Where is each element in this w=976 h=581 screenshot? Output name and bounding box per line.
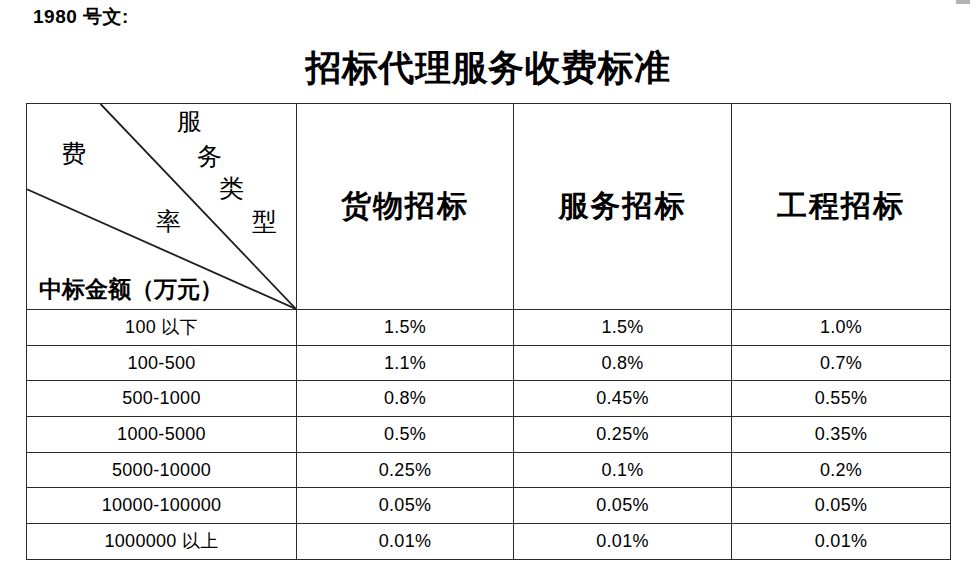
table-row: 500-1000 0.8% 0.45% 0.55% <box>27 381 951 417</box>
corner-rate-char: 费 <box>61 141 86 166</box>
table-row: 100 以下 1.5% 1.5% 1.0% <box>27 310 951 346</box>
rate-cell: 0.01% <box>297 524 514 560</box>
table-row: 1000000 以上 0.01% 0.01% 0.01% <box>27 524 951 560</box>
scrollbar-fragment <box>956 0 970 4</box>
corner-service-type-char: 类 <box>219 176 244 201</box>
rate-cell: 0.1% <box>514 452 732 488</box>
rate-cell: 1.0% <box>732 310 951 346</box>
table-row: 5000-10000 0.25% 0.1% 0.2% <box>27 452 951 488</box>
amount-range-cell: 1000-5000 <box>27 417 297 453</box>
diagonal-corner-cell: 服 务 类 型 费 率 中标金额（万元） <box>27 104 297 310</box>
table-row: 100-500 1.1% 0.8% 0.7% <box>27 345 951 381</box>
rate-cell: 0.5% <box>297 417 514 453</box>
amount-range-cell: 100-500 <box>27 345 297 381</box>
corner-amount-label: 中标金额（万元） <box>39 274 223 305</box>
corner-rate-char: 率 <box>156 209 181 234</box>
rate-cell: 1.5% <box>514 310 732 346</box>
rate-cell: 0.25% <box>514 417 732 453</box>
amount-range-cell: 10000-100000 <box>27 488 297 524</box>
rate-cell: 1.1% <box>297 345 514 381</box>
rate-cell: 0.2% <box>732 452 951 488</box>
corner-service-type-char: 务 <box>197 144 222 169</box>
rate-cell: 0.05% <box>297 488 514 524</box>
amount-range-cell: 5000-10000 <box>27 452 297 488</box>
rate-cell: 0.01% <box>732 524 951 560</box>
rate-cell: 0.7% <box>732 345 951 381</box>
rate-cell: 1.5% <box>297 310 514 346</box>
table-row: 1000-5000 0.5% 0.25% 0.35% <box>27 417 951 453</box>
amount-range-cell: 500-1000 <box>27 381 297 417</box>
column-header-engineering: 工程招标 <box>732 104 951 310</box>
column-header-goods: 货物招标 <box>297 104 514 310</box>
rate-cell: 0.55% <box>732 381 951 417</box>
page-title: 招标代理服务收费标准 <box>26 44 950 93</box>
column-header-services: 服务招标 <box>514 104 732 310</box>
rate-cell: 0.35% <box>732 417 951 453</box>
amount-range-cell: 100 以下 <box>27 310 297 346</box>
rate-cell: 0.8% <box>514 345 732 381</box>
document-page: 1980 号文: 招标代理服务收费标准 服 务 类 型 <box>0 0 976 581</box>
rate-cell: 0.01% <box>514 524 732 560</box>
rate-cell: 0.25% <box>297 452 514 488</box>
rate-cell: 0.05% <box>514 488 732 524</box>
doc-number-label: 1980 号文: <box>33 4 129 30</box>
rate-cell: 0.8% <box>297 381 514 417</box>
amount-range-cell: 1000000 以上 <box>27 524 297 560</box>
fee-standard-table: 服 务 类 型 费 率 中标金额（万元） 货物招标 服务招标 工程招标 100 … <box>26 103 951 560</box>
rate-cell: 0.45% <box>514 381 732 417</box>
table-row: 10000-100000 0.05% 0.05% 0.05% <box>27 488 951 524</box>
corner-service-type-char: 型 <box>252 209 277 234</box>
rate-cell: 0.05% <box>732 488 951 524</box>
table-header-row: 服 务 类 型 费 率 中标金额（万元） 货物招标 服务招标 工程招标 <box>27 104 951 310</box>
corner-service-type-char: 服 <box>177 109 202 134</box>
